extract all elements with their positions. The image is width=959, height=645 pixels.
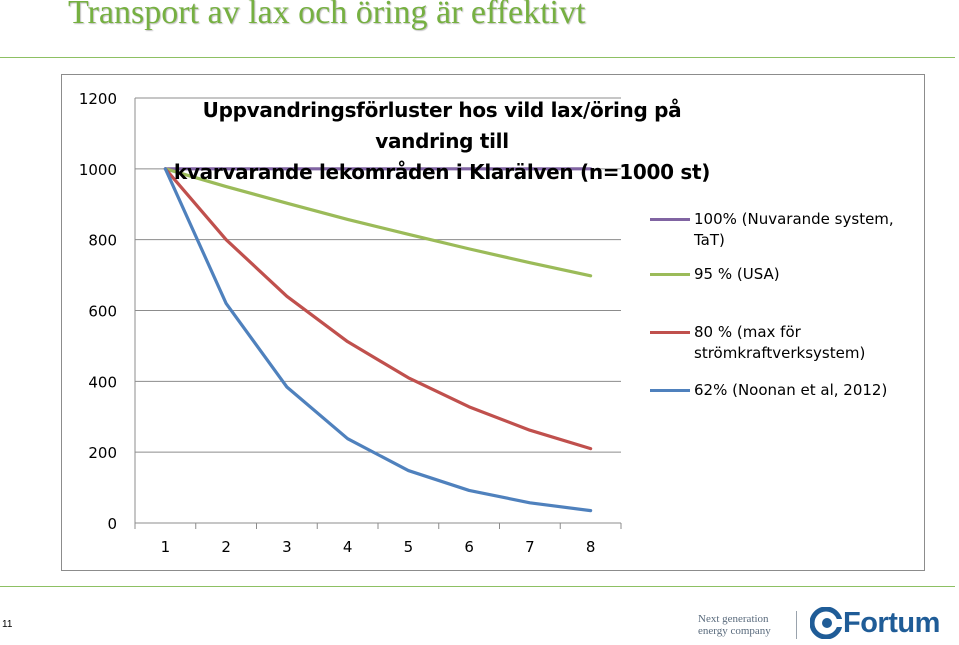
x-tick-label: 4 — [343, 538, 353, 556]
chart-legend: 100% (Nuvarande system, TaT) 95 % (USA) … — [650, 209, 920, 401]
series-line-3 — [163, 167, 593, 451]
chart-title: Uppvandringsförluster hos vild lax/öring… — [162, 95, 722, 188]
logo-divider — [796, 611, 797, 639]
legend-label: 80 % (max för strömkraftverksystem) — [694, 323, 866, 362]
chart-title-line-1: Uppvandringsförluster hos vild lax/öring… — [202, 98, 682, 153]
y-tick-label: 1000 — [79, 161, 117, 179]
y-tick-label: 1200 — [79, 90, 117, 108]
tagline-line-2: energy company — [698, 625, 771, 637]
legend-label: 62% (Noonan et al, 2012) — [694, 381, 888, 399]
x-tick-label: 3 — [282, 538, 292, 556]
chart-title-line-2: kvarvarande lekområden i Klarälven (n=10… — [173, 160, 711, 184]
legend-swatch-blue — [650, 389, 690, 392]
legend-item-62: 62% (Noonan et al, 2012) — [650, 380, 920, 401]
y-tick-label: 600 — [88, 303, 117, 321]
legend-label: 95 % (USA) — [694, 265, 780, 283]
series-line-2 — [163, 167, 593, 278]
fortum-logo-icon — [810, 607, 842, 639]
top-divider — [0, 57, 955, 58]
chart-container: 0 200 400 600 800 1000 1200 1 2 3 4 5 6 7 8 Uppvandrin… — [61, 74, 925, 571]
legend-swatch-purple — [650, 218, 690, 221]
bottom-divider — [0, 586, 955, 587]
line-chart: 0 200 400 600 800 1000 1200 1 2 3 4 5 6 7 8 — [79, 90, 622, 556]
y-tick-label: 800 — [88, 232, 117, 250]
page-number: 11 — [2, 619, 13, 630]
x-tick-label: 1 — [161, 538, 171, 556]
legend-label: 100% (Nuvarande system, TaT) — [694, 210, 894, 249]
fortum-logo: Fortum — [810, 605, 940, 641]
x-tick-label: 6 — [464, 538, 474, 556]
x-tick-label: 5 — [404, 538, 414, 556]
company-tagline: Next generation energy company — [698, 613, 771, 637]
legend-item-95: 95 % (USA) — [650, 264, 920, 285]
legend-item-100: 100% (Nuvarande system, TaT) — [650, 209, 920, 251]
legend-item-80: 80 % (max för strömkraftverksystem) — [650, 322, 920, 364]
legend-swatch-green — [650, 273, 690, 276]
y-tick-label: 0 — [107, 515, 117, 533]
legend-swatch-red — [650, 331, 690, 334]
slide-title: Transport av lax och öring är effektivt — [68, 0, 586, 31]
x-tick-label: 2 — [221, 538, 231, 556]
x-tick-label: 7 — [525, 538, 535, 556]
y-tick-label: 200 — [88, 444, 117, 462]
x-tick-label: 8 — [586, 538, 596, 556]
tagline-line-1: Next generation — [698, 613, 769, 625]
logo-text: Fortum — [843, 606, 940, 639]
y-tick-label: 400 — [88, 373, 117, 391]
series-line-4 — [163, 167, 593, 513]
